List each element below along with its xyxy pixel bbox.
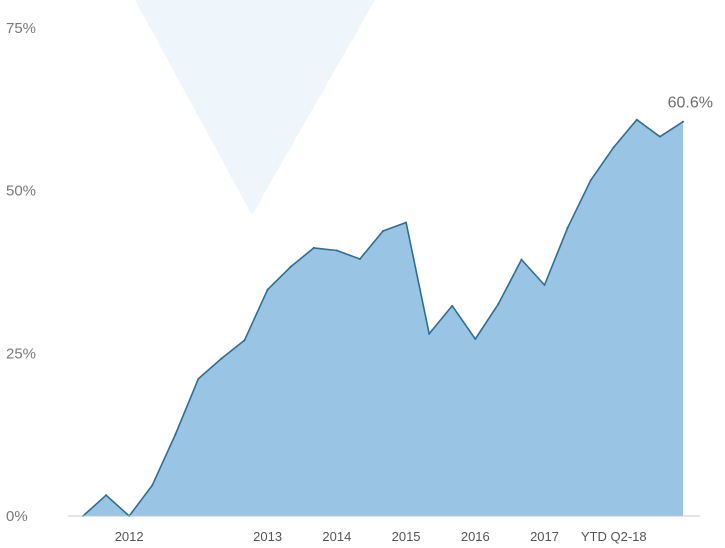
x-tick-label: 2012 bbox=[115, 529, 144, 544]
y-tick-label: 75% bbox=[6, 20, 36, 37]
data-point bbox=[474, 338, 476, 340]
x-tick-label: YTD Q2-18 bbox=[581, 529, 647, 544]
data-point bbox=[682, 121, 684, 123]
y-tick-label: 25% bbox=[6, 345, 36, 362]
x-tick-label: 2015 bbox=[392, 529, 421, 544]
data-point bbox=[290, 266, 292, 268]
data-point bbox=[244, 339, 246, 341]
x-tick-label: 2016 bbox=[461, 529, 490, 544]
x-axis-tick-labels: 2012 2013 2014 2015 2016 2017 YTD Q2-18 bbox=[115, 529, 647, 544]
data-point bbox=[105, 494, 107, 496]
data-point bbox=[659, 136, 661, 138]
data-point bbox=[405, 222, 407, 224]
data-point bbox=[590, 179, 592, 181]
area-series bbox=[82, 119, 684, 517]
area-fill bbox=[83, 120, 683, 516]
data-point bbox=[174, 434, 176, 436]
y-tick-label: 0% bbox=[6, 508, 28, 525]
background-triangle-decoration bbox=[135, 0, 375, 215]
x-tick-label: 2014 bbox=[322, 529, 351, 544]
data-point bbox=[636, 119, 638, 121]
data-point bbox=[267, 289, 269, 291]
data-point bbox=[382, 230, 384, 232]
x-tick-label: 2017 bbox=[530, 529, 559, 544]
y-axis-tick-labels: 0% 25% 50% 75% bbox=[6, 20, 36, 525]
data-point bbox=[428, 333, 430, 335]
data-point bbox=[520, 259, 522, 261]
data-point bbox=[336, 250, 338, 252]
data-point bbox=[544, 284, 546, 286]
data-point bbox=[567, 227, 569, 229]
data-point bbox=[497, 303, 499, 305]
data-point bbox=[613, 146, 615, 148]
data-point bbox=[197, 378, 199, 380]
y-tick-label: 50% bbox=[6, 183, 36, 200]
end-value-label: 60.6% bbox=[668, 95, 713, 112]
data-point bbox=[451, 305, 453, 307]
data-point bbox=[151, 484, 153, 486]
data-point bbox=[220, 358, 222, 360]
x-tick-label: 2013 bbox=[253, 529, 282, 544]
data-point bbox=[359, 258, 361, 260]
data-point bbox=[313, 247, 315, 249]
